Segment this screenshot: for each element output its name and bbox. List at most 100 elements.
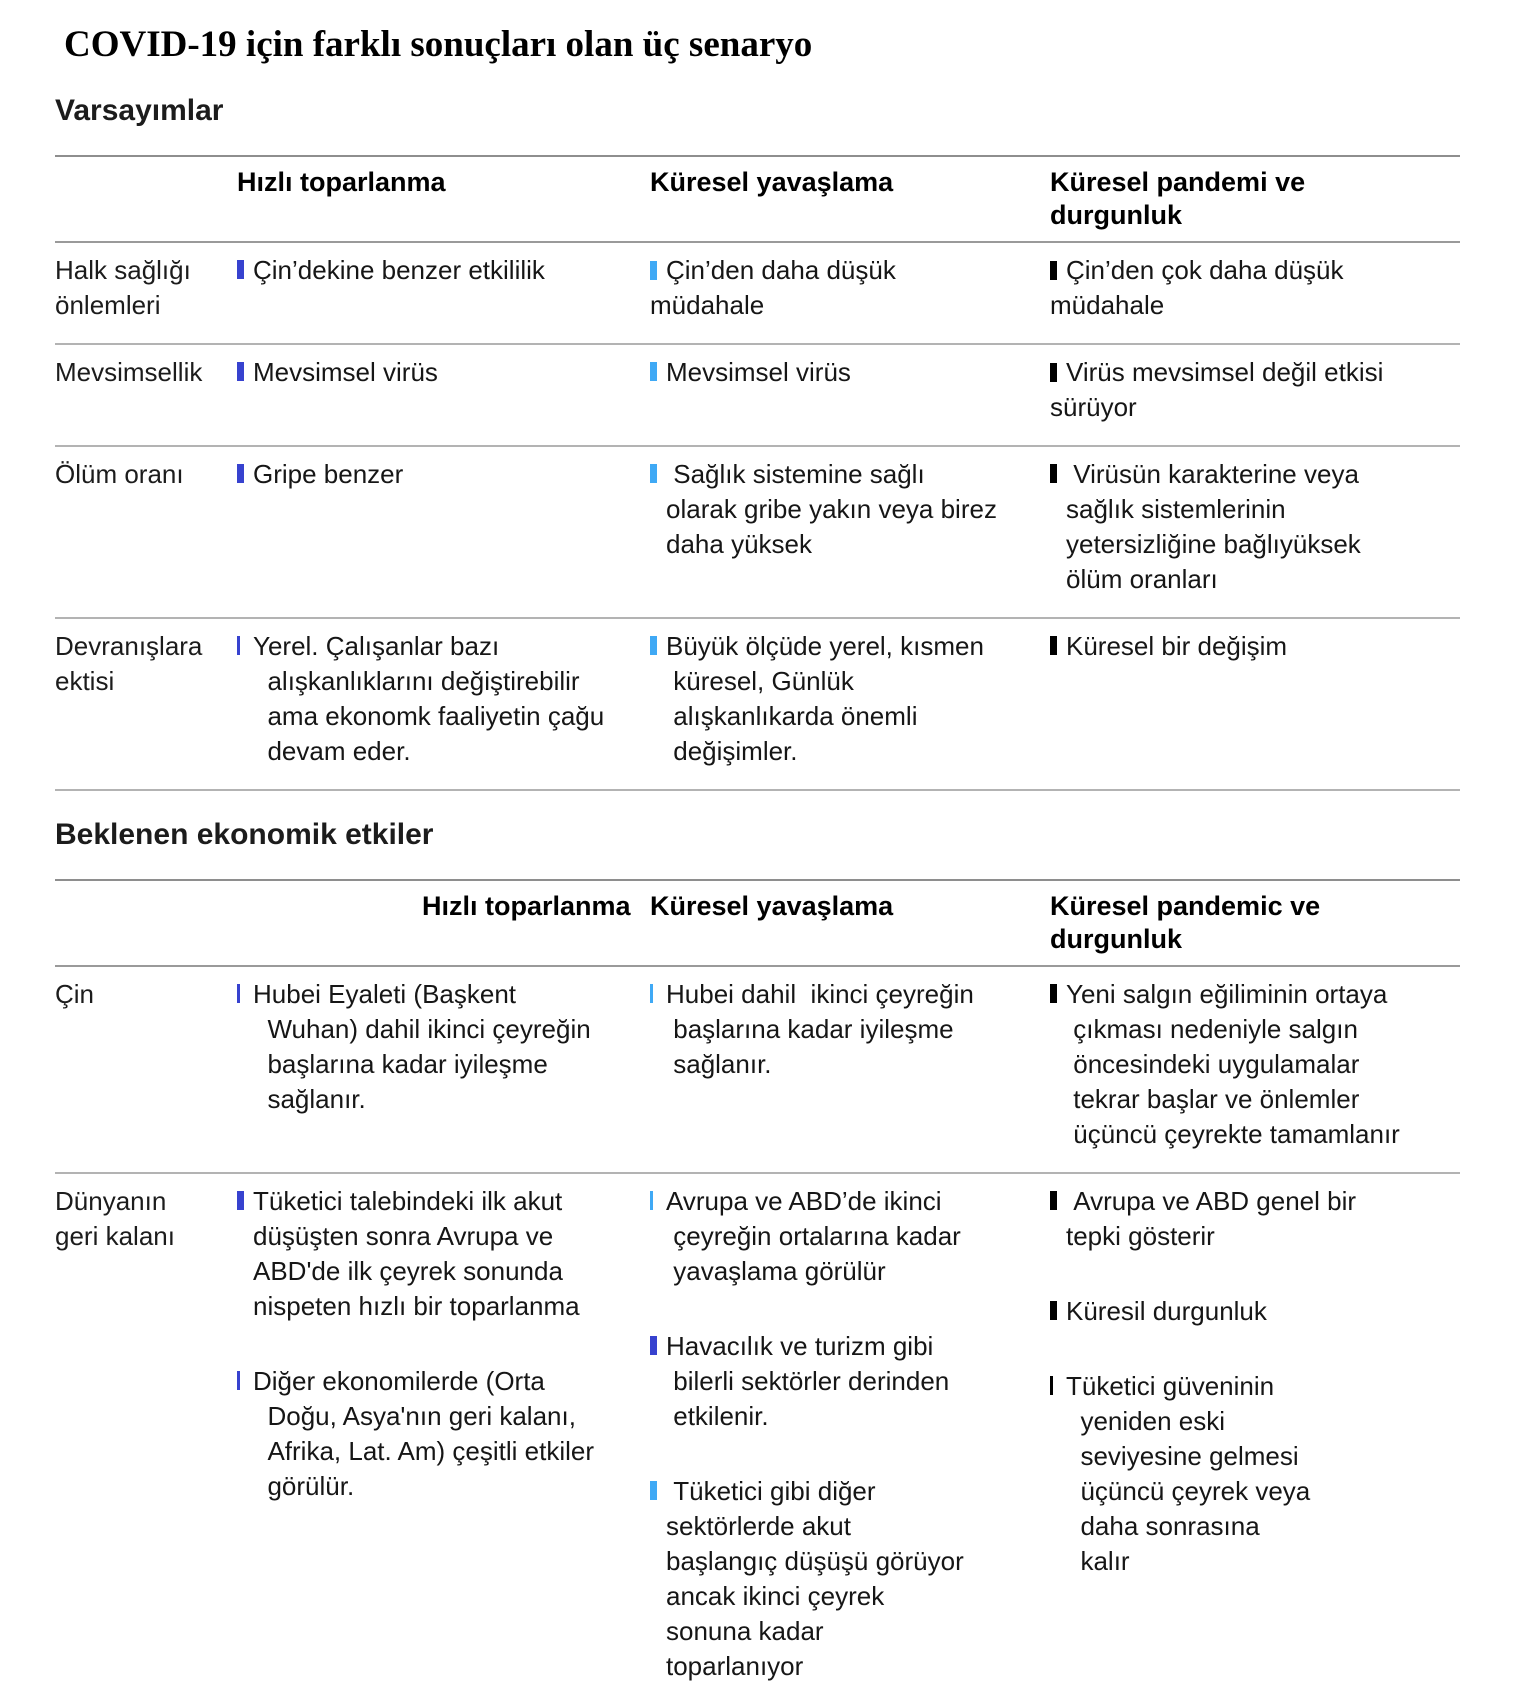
bullet-item: Tüketici güveninin yeniden eski seviyesi… [1050,1369,1446,1579]
section-heading-assumptions: Varsayımlar [55,93,224,127]
bullet-item-text: Çin’dekine benzer etkililik [253,254,545,285]
bullet-item: Avrupa ve ABD’de ikinci çeyreğin ortalar… [650,1184,1036,1289]
bullet-item-text: Tüketici talebindeki ilk akut düşüşten s… [253,1185,580,1321]
bullet-item-text: Yeni salgın eğiliminin ortaya çıkması ne… [1066,978,1400,1149]
table-cell: Hubei Eyaleti (Başkent Wuhan) dahil ikin… [237,967,650,1172]
table-cell: Yerel. Çalışanlar bazı alışkanlıklarını … [237,619,650,789]
bullet-item-text: Mevsimsel virüs [666,356,851,387]
bullet-marker-icon [1050,260,1057,280]
economic-effects-table: Hızlı toparlanma Küresel yavaşlama Küresel… [55,878,1460,1704]
row-label: Devranışlara ektisi [55,630,203,696]
table-cell: Avrupa ve ABD genel bir tepki gösterir Kü… [1050,1174,1460,1704]
bullet-marker-icon [237,1190,244,1210]
bullet-marker-icon [650,983,653,1003]
table-cell: Tüketici talebindeki ilk akut düşüşten s… [237,1174,650,1704]
table-cell: Virüsün karakterine veya sağlık sistemle… [1050,447,1460,617]
bullet-item: Virüsün karakterine veya sağlık sistemle… [1050,457,1446,597]
bullet-item-text: Avrupa ve ABD genel bir tepki gösterir [1066,1185,1357,1251]
bullet-item: Diğer ekonomilerde (Orta Doğu, Asya'nın … [237,1364,636,1504]
table-row: Mevsimsellik Mevsimsel virüs Mevsimsel vir… [55,345,1460,447]
assumptions-table: Hızlı toparlanma Küresel yavaşlama Küresel… [55,154,1460,791]
column-header: Küresel pandemic ve durgunluk [1050,890,1328,954]
page-title: COVID-19 için farklı sonuçları olan üç s… [64,24,813,65]
column-header: Küresel yavaşlama [650,166,894,197]
bullet-marker-icon [1050,983,1057,1003]
table-cell: Mevsimsel virüs [237,345,650,445]
table-cell: Yeni salgın eğiliminin ortaya çıkması ne… [1050,967,1460,1172]
bullet-marker-icon [1050,362,1057,382]
bullet-item-text: Virüs mevsimsel değil etkisi sürüyor [1050,356,1384,422]
bullet-item: Yeni salgın eğiliminin ortaya çıkması ne… [1050,977,1446,1152]
bullet-item-text: Diğer ekonomilerde (Orta Doğu, Asya'nın … [253,1365,594,1501]
bullet-marker-icon [650,361,657,381]
bullet-item-text: Yerel. Çalışanlar bazı alışkanlıklarını … [253,630,605,766]
section-heading-economic-effects: Beklenen ekonomik etkiler [55,817,434,851]
bullet-item: Hubei Eyaleti (Başkent Wuhan) dahil ikin… [237,977,636,1117]
bullet-item: Havacılık ve turizm gibi bilerli sektörl… [650,1329,1036,1434]
column-header: Hızlı toparlanma [422,890,631,921]
bullet-item-text: Büyük ölçüde yerel, kısmen küresel, Günl… [666,630,984,766]
column-header: Küresel pandemi ve durgunluk [1050,166,1306,230]
bullet-item: Küresel bir değişim [1050,629,1446,664]
bullet-item-text: Tüketici güveninin yeniden eski seviyesi… [1066,1370,1311,1576]
bullet-marker-icon [237,361,244,381]
bullet-item-text: Küresil durgunluk [1066,1295,1267,1326]
row-label: Ölüm oranı [55,458,184,489]
bullet-item-text: Çin’den çok daha düşük müdahale [1050,254,1344,320]
corner-cell [55,881,237,965]
bullet-item: Yerel. Çalışanlar bazı alışkanlıklarını … [237,629,636,769]
table-row: Çin Hubei Eyaleti (Başkent Wuhan) dahil i… [55,967,1460,1174]
table-cell: Virüs mevsimsel değil etkisi sürüyor [1050,345,1460,445]
column-header: Hızlı toparlanma [237,166,446,197]
bullet-item-text: Avrupa ve ABD’de ikinci çeyreğin ortalar… [666,1185,961,1286]
table-cell: Sağlık sistemine sağlı olarak gribe yakı… [650,447,1050,617]
bullet-marker-icon [237,983,240,1003]
bullet-item-text: Hubei Eyaleti (Başkent Wuhan) dahil ikin… [253,978,591,1114]
bullet-item: Hubei dahil ikinci çeyreğin başlarına ka… [650,977,1036,1082]
table-cell: Çin’dekine benzer etkililik [237,243,650,343]
row-label: Halk sağlığı önlemleri [55,254,191,320]
corner-cell [55,157,237,241]
bullet-marker-icon [650,463,657,483]
bullet-item: Tüketici gibi diğer sektörlerde akut baş… [650,1474,1036,1684]
bullet-marker-icon [1050,1300,1057,1320]
column-header: Küresel yavaşlama [650,890,894,921]
bullet-item: Sağlık sistemine sağlı olarak gribe yakı… [650,457,1036,562]
bullet-item: Mevsimsel virüs [237,355,636,390]
bullet-item: Mevsimsel virüs [650,355,1036,390]
table-row: Ölüm oranı Gripe benzer Sağlık sistemine … [55,447,1460,619]
bullet-item: Avrupa ve ABD genel bir tepki gösterir [1050,1184,1446,1254]
table-cell: Büyük ölçüde yerel, kısmen küresel, Günl… [650,619,1050,789]
bullet-item-text: Tüketici gibi diğer sektörlerde akut baş… [666,1475,964,1681]
table-cell: Mevsimsel virüs [650,345,1050,445]
bullet-item: Büyük ölçüde yerel, kısmen küresel, Günl… [650,629,1036,769]
bullet-item-text: Havacılık ve turizm gibi bilerli sektörl… [666,1330,950,1431]
row-label: Çin [55,978,95,1009]
bullet-marker-icon [650,635,657,655]
table-cell: Küresel bir değişim [1050,619,1460,789]
bullet-marker-icon [1050,1190,1057,1210]
table-cell: Çin’den çok daha düşük müdahale [1050,243,1460,343]
table-cell: Avrupa ve ABD’de ikinci çeyreğin ortalar… [650,1174,1050,1704]
bullet-item: Çin’dekine benzer etkililik [237,253,636,288]
table-cell: Gripe benzer [237,447,650,617]
table-row: Devranışlara ektisi Yerel. Çalışanlar baz… [55,619,1460,791]
bullet-marker-icon [1050,463,1057,483]
table-cell: Çin’den daha düşük müdahale [650,243,1050,343]
bullet-item: Çin’den çok daha düşük müdahale [1050,253,1446,323]
bullet-item: Tüketici talebindeki ilk akut düşüşten s… [237,1184,636,1324]
bullet-item-text: Küresel bir değişim [1066,630,1288,661]
bullet-marker-icon [650,1335,657,1355]
table-row: Halk sağlığı önlemleri Çin’dekine benzer … [55,243,1460,345]
bullet-item: Küresil durgunluk [1050,1294,1446,1329]
bullet-marker-icon [237,259,244,279]
bullet-marker-icon [650,260,657,280]
table-row: Dünyanın geri kalanı Tüketici talebindeki… [55,1174,1460,1704]
bullet-marker-icon [1050,1375,1053,1395]
bullet-item: Çin’den daha düşük müdahale [650,253,1036,323]
table-header-row: Hızlı toparlanma Küresel yavaşlama Küresel… [55,154,1460,243]
table-header-row: Hızlı toparlanma Küresel yavaşlama Küresel… [55,878,1460,967]
bullet-item-text: Mevsimsel virüs [253,356,438,387]
bullet-marker-icon [237,635,240,655]
bullet-item: Gripe benzer [237,457,636,492]
